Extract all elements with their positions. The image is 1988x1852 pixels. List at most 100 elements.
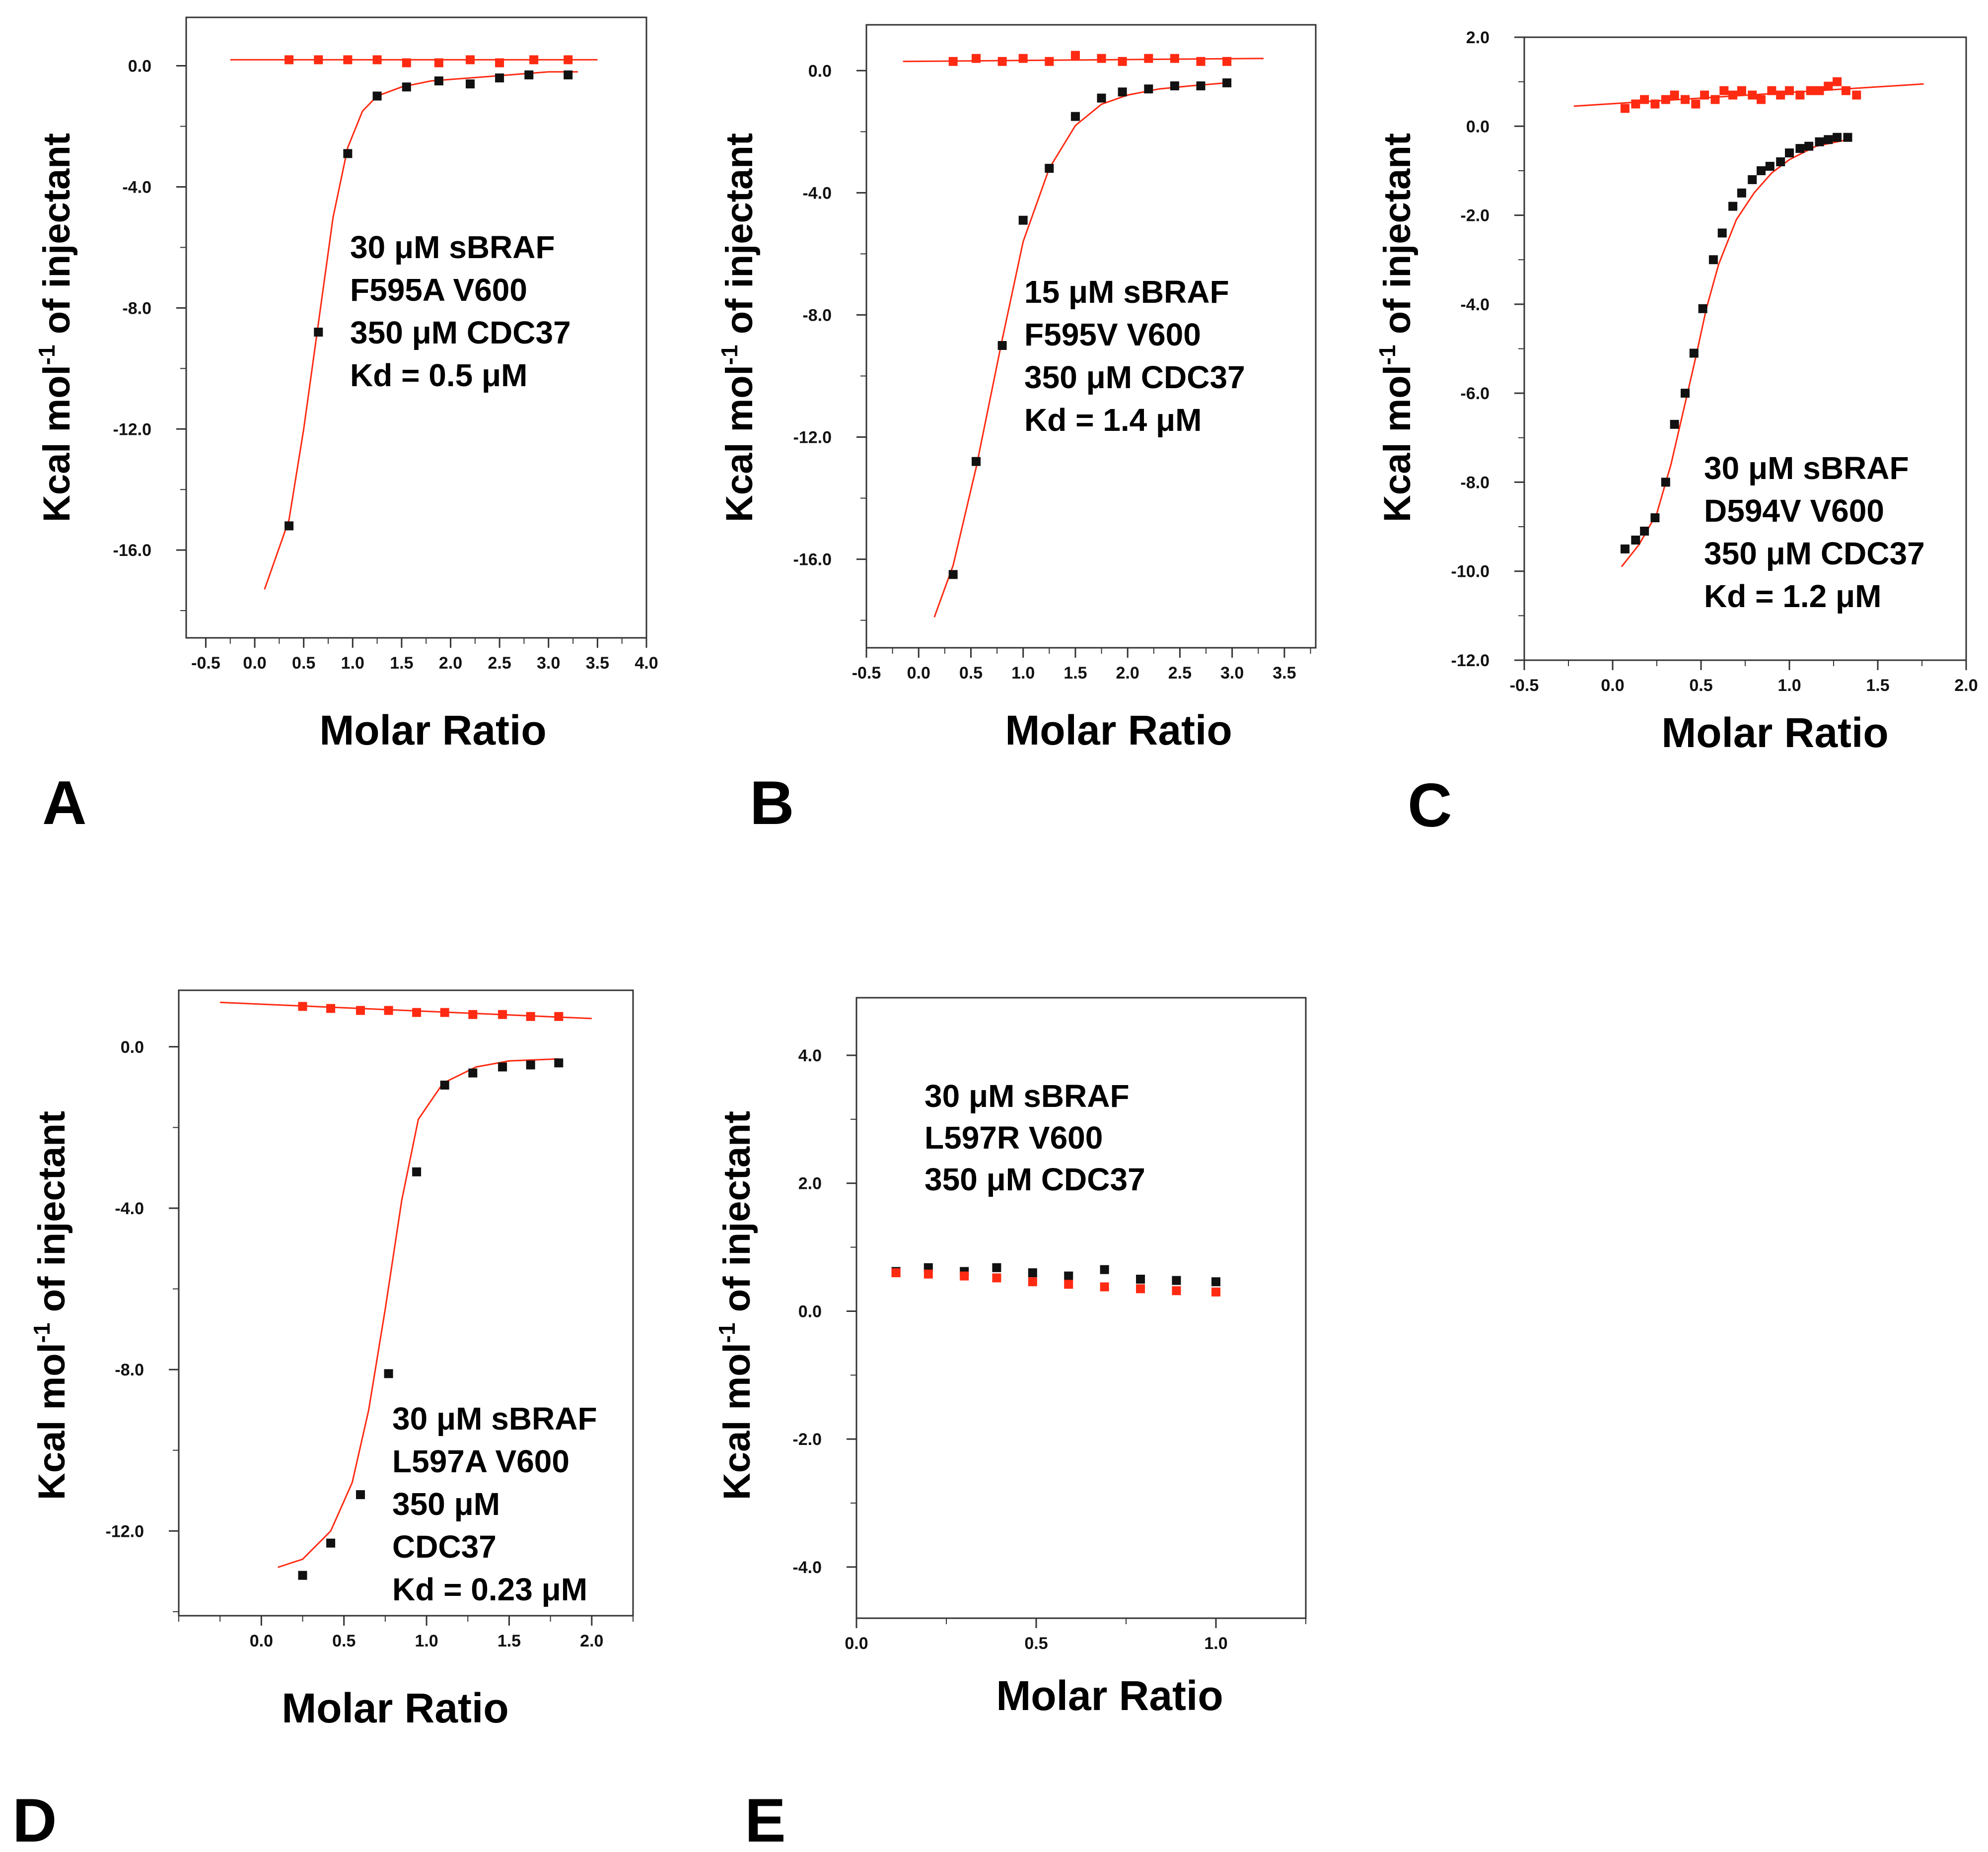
y-tick-label: -2.0 <box>1460 206 1490 225</box>
control-point <box>1824 81 1833 91</box>
control-point <box>1670 90 1679 100</box>
plot-frame <box>178 989 634 1617</box>
panel-letter: B <box>750 769 794 837</box>
x-tick-label: 0.0 <box>243 654 266 673</box>
y-tick-label: -16.0 <box>793 550 832 569</box>
x-tick-label: 1.0 <box>1204 1634 1227 1653</box>
sample-point <box>498 1062 507 1072</box>
y-tick-label: -12.0 <box>113 420 152 439</box>
annotation-line: 350 μM CDC37 <box>924 1162 1145 1197</box>
sample-point <box>495 73 504 82</box>
sample-point <box>434 76 443 85</box>
control-point <box>997 57 1007 66</box>
sample-fit <box>933 82 1227 618</box>
control-point <box>372 55 382 65</box>
y-tick-label: 0.0 <box>121 1038 144 1057</box>
control-point <box>948 57 958 66</box>
sample-point <box>564 70 573 79</box>
sample-point <box>298 1571 307 1580</box>
control-point <box>343 55 353 65</box>
sample-point <box>1698 304 1707 313</box>
annotation-line: 350 μM CDC37 <box>1704 536 1925 571</box>
chart-panel-a: -0.5 0.0 0.5 1.0 1.5 2.0 2.5 3.0 3.5 4.0 0.0 -4.0 -8… <box>34 16 658 837</box>
sample-point <box>992 1263 1001 1272</box>
x-tick-label: 1.5 <box>1866 676 1889 695</box>
sample-point <box>1018 215 1028 225</box>
y-tick-label: -4.0 <box>122 178 151 197</box>
annotation-line: 30 μM sBRAF <box>392 1401 597 1437</box>
annotation-line: D594V V600 <box>1704 493 1884 529</box>
control-point <box>1136 1284 1145 1294</box>
control-point <box>923 1269 933 1279</box>
x-tick-label: 1.0 <box>1011 664 1035 683</box>
annotation-line: 350 μM CDC37 <box>1024 359 1245 395</box>
x-tick-label: -0.5 <box>852 664 881 683</box>
control-point <box>1776 90 1785 100</box>
sample-point <box>356 1490 365 1500</box>
x-tick-label: 1.0 <box>415 1632 438 1650</box>
sample-point <box>1045 164 1054 173</box>
y-axis-title-superscript: -1 <box>714 1322 740 1343</box>
sample-point <box>1196 81 1206 90</box>
x-axis-title: Molar Ratio <box>1005 707 1232 754</box>
control-point <box>384 1006 393 1015</box>
y-axis-title-superscript: -1 <box>29 1322 55 1343</box>
y-axis-title-main: Kcal mol <box>718 365 761 522</box>
annotation-line: 15 μM sBRAF <box>1024 274 1229 310</box>
y-tick-label: -2.0 <box>792 1430 822 1449</box>
sample-point <box>1144 84 1153 94</box>
sample-point <box>1650 513 1660 523</box>
control-point <box>1028 1277 1037 1287</box>
y-tick-label: 2.0 <box>1466 28 1490 47</box>
sample-point <box>284 521 294 531</box>
y-tick-label: 0.0 <box>808 62 832 80</box>
control-point <box>412 1008 422 1017</box>
control-point <box>1045 57 1054 66</box>
y-axis-title-superscript: -1 <box>34 344 60 365</box>
annotation-line: F595A V600 <box>350 272 527 308</box>
control-point <box>314 55 323 65</box>
plot-frame <box>865 24 1317 649</box>
y-tick-label: -8.0 <box>115 1361 144 1379</box>
sample-point <box>468 1068 478 1078</box>
sample-point <box>1172 1276 1181 1285</box>
y-tick-label: -8.0 <box>122 299 151 318</box>
control-point <box>1640 95 1649 104</box>
sample-point <box>1661 478 1670 487</box>
y-axis-title-superscript: -1 <box>1374 344 1400 365</box>
x-tick-label: 0.0 <box>1601 676 1624 695</box>
sample-point <box>1833 133 1842 142</box>
control-point <box>529 55 539 65</box>
control-point <box>1700 90 1709 100</box>
control-point <box>1097 54 1106 63</box>
control-point <box>495 58 504 68</box>
sample-point <box>1097 93 1106 103</box>
control-point <box>1211 1287 1220 1297</box>
sample-point <box>1211 1277 1220 1287</box>
control-point <box>1018 54 1028 63</box>
control-point <box>526 1012 535 1021</box>
x-tick-label: 0.5 <box>292 654 315 673</box>
y-tick-label: -4.0 <box>792 1558 822 1577</box>
control-point <box>1757 95 1766 104</box>
sample-point <box>384 1369 393 1378</box>
y-tick-label: -8.0 <box>802 306 832 325</box>
y-tick-label: -6.0 <box>1460 384 1490 403</box>
y-axis-title: Kcal mol-1 of injectant <box>716 133 761 522</box>
control-point <box>1737 86 1746 95</box>
control-point <box>891 1268 901 1278</box>
control-point <box>498 1010 507 1019</box>
control-point <box>992 1273 1001 1283</box>
y-axis-title: Kcal mol-1 of injectant <box>1374 133 1419 522</box>
y-axis-title-tail: of injectant <box>36 133 78 344</box>
control-point <box>972 54 981 63</box>
sample-point <box>1640 527 1649 536</box>
panel-letter: E <box>745 1786 786 1852</box>
control-point <box>564 55 573 65</box>
control-point <box>1650 99 1660 109</box>
control-point <box>1100 1282 1109 1292</box>
control-point <box>1815 86 1824 95</box>
sample-point <box>1785 148 1794 158</box>
sample-point <box>402 82 411 92</box>
